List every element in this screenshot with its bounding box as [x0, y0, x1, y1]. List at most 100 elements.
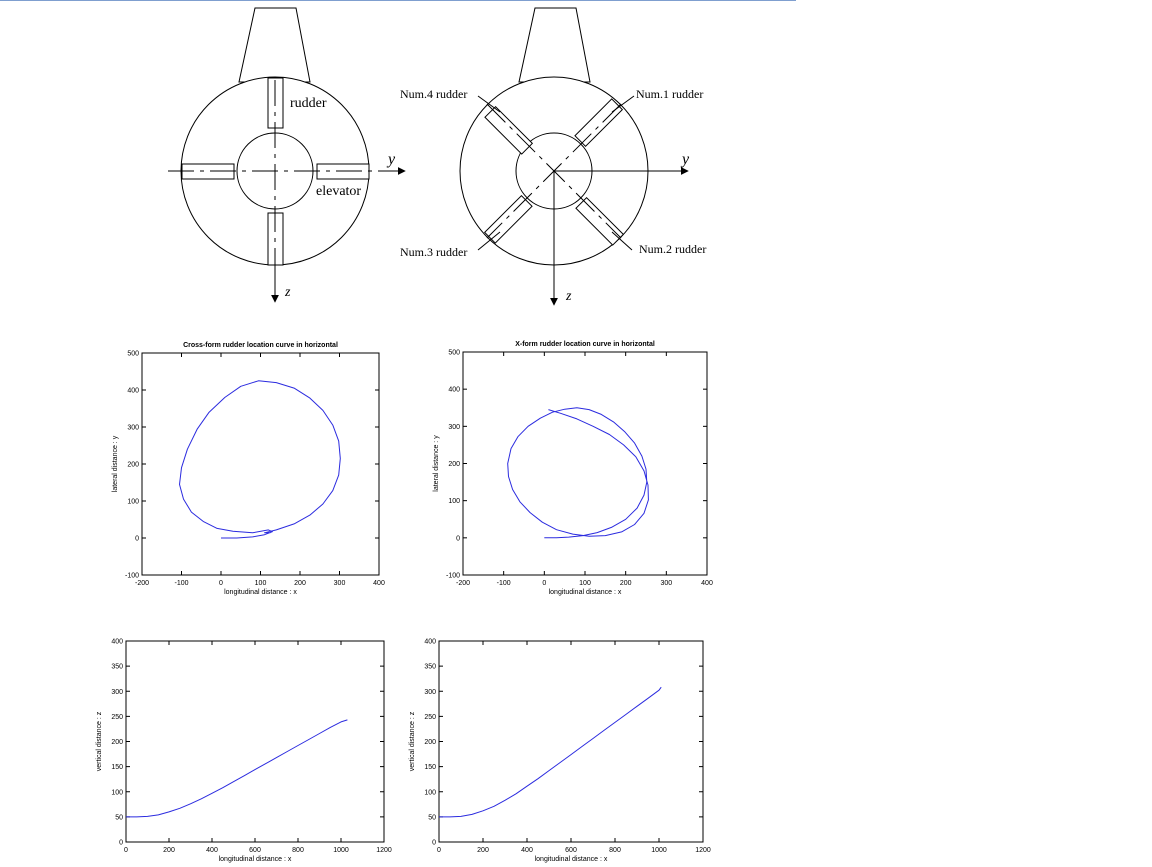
xform-rudder-num4 — [484, 105, 534, 155]
y-tick-label: 400 — [448, 387, 460, 394]
plot-frame — [141, 352, 380, 576]
x-tick-label: 400 — [521, 847, 533, 854]
xform-horizontal-chart: -200 -100 0 100 200 300 400-100010020030040050… — [433, 341, 713, 596]
x-tick-label: 300 — [660, 580, 672, 587]
y-tick-label: 100 — [127, 499, 139, 506]
y-tick-label: -100 — [446, 573, 460, 580]
x-tick-label: 1000 — [651, 847, 667, 854]
xform-rudder-num3 — [483, 194, 533, 244]
xform-rudder-num2 — [575, 196, 625, 246]
cross-rudder-diagram — [168, 7, 406, 303]
x-tick-label: 400 — [373, 580, 385, 587]
xform-rudder-num1 — [574, 98, 624, 148]
y-tick-label: -100 — [125, 573, 139, 580]
x-tick-label: 800 — [292, 847, 304, 854]
y-tick-label: 500 — [127, 351, 139, 358]
y-tick-label: 100 — [448, 498, 460, 505]
y-tick-label: 350 — [111, 664, 123, 671]
x-tick-label: -100 — [497, 580, 511, 587]
rudder-label: rudder — [290, 96, 327, 111]
x-tick-label: -200 — [135, 580, 149, 587]
xform-fin-top — [518, 7, 591, 83]
plot-frame — [462, 351, 708, 576]
y-tick-label: 0 — [135, 536, 139, 543]
y-tick-label: 0 — [432, 840, 436, 847]
x-tick-label: 200 — [620, 580, 632, 587]
xform-y-axis-label: y — [680, 151, 690, 168]
series-line-0 — [439, 686, 662, 818]
xform-rudder-diagram — [459, 7, 689, 306]
x-tick-label: 300 — [334, 580, 346, 587]
x-tick-label: -100 — [174, 580, 188, 587]
y-tick-label: 500 — [448, 350, 460, 357]
y-tick-label: 400 — [127, 388, 139, 395]
chart-title: Cross-form rudder location curve in hori… — [183, 342, 338, 349]
x-tick-label: 1200 — [695, 847, 711, 854]
x-axis-label: longitudinal distance : x — [549, 589, 622, 596]
plot-frame — [125, 640, 385, 843]
elevator-label: elevator — [316, 184, 361, 199]
num3-rudder-label: Num.3 rudder — [400, 245, 467, 259]
y-tick-label: 400 — [111, 639, 123, 646]
y-tick-label: 50 — [115, 814, 123, 821]
y-tick-label: 150 — [111, 764, 123, 771]
x-tick-label: 0 — [124, 847, 128, 854]
y-tick-label: 0 — [456, 535, 460, 542]
cross-fin-top — [238, 7, 311, 83]
num4-leader — [477, 95, 501, 113]
x-tick-label: 200 — [294, 580, 306, 587]
y-tick-label: 300 — [127, 425, 139, 432]
y-tick-label: 300 — [448, 424, 460, 431]
num4-rudder-label: Num.4 rudder — [400, 87, 467, 101]
y-tick-label: 300 — [424, 689, 436, 696]
xform-vertical-chart: 0 200 400 600 800 1000 1200 0 50 100 150 200 250 300 3… — [409, 639, 711, 864]
cross-horizontal-chart: -200 -100 0 100 200 300 400-100010020030040050… — [112, 342, 385, 596]
y-axis-label: lateral distance : y — [112, 435, 119, 492]
series-line-0 — [179, 380, 341, 539]
top-divider-line — [0, 0, 796, 1]
x-axis-label: longitudinal distance : x — [535, 856, 608, 863]
x-tick-label: 200 — [477, 847, 489, 854]
x-tick-label: 400 — [206, 847, 218, 854]
x-tick-label: 800 — [609, 847, 621, 854]
xform-z-axis-label: z — [565, 289, 572, 304]
y-tick-label: 100 — [111, 789, 123, 796]
y-tick-label: 50 — [428, 814, 436, 821]
y-axis-label: vertical distance : z — [96, 711, 103, 771]
x-tick-label: 400 — [701, 580, 713, 587]
x-tick-label: 0 — [542, 580, 546, 587]
y-tick-label: 250 — [111, 714, 123, 721]
x-tick-label: 100 — [579, 580, 591, 587]
y-tick-label: 200 — [424, 739, 436, 746]
y-tick-label: 150 — [424, 764, 436, 771]
x-tick-label: 600 — [565, 847, 577, 854]
cross-z-axis-label: z — [284, 285, 291, 300]
y-tick-label: 350 — [424, 664, 436, 671]
series-line-0 — [126, 719, 348, 818]
y-tick-label: 250 — [424, 714, 436, 721]
plot-frame — [438, 640, 704, 843]
y-axis-label: vertical distance : z — [409, 711, 416, 771]
y-tick-label: 300 — [111, 689, 123, 696]
x-tick-label: 1000 — [333, 847, 349, 854]
num2-rudder-label: Num.2 rudder — [639, 242, 706, 256]
x-tick-label: -200 — [456, 580, 470, 587]
x-axis-label: longitudinal distance : x — [219, 856, 292, 863]
num2-leader — [611, 231, 633, 251]
chart-title: X-form rudder location curve in horizont… — [515, 341, 655, 348]
y-axis-label: lateral distance : y — [433, 435, 440, 492]
x-axis-label: longitudinal distance : x — [224, 589, 297, 596]
y-tick-label: 200 — [111, 739, 123, 746]
series-line-0 — [507, 407, 649, 539]
x-tick-label: 1200 — [376, 847, 392, 854]
x-tick-label: 0 — [219, 580, 223, 587]
y-tick-label: 200 — [127, 462, 139, 469]
x-tick-label: 600 — [249, 847, 261, 854]
y-tick-label: 400 — [424, 639, 436, 646]
num3-leader — [477, 231, 501, 251]
cross-y-axis-label: y — [386, 151, 396, 168]
x-tick-label: 100 — [255, 580, 267, 587]
cross-vertical-chart: 0 200 400 600 800 1000 1200 0 50 100 150 200 250 300 3… — [96, 639, 392, 864]
y-tick-label: 200 — [448, 461, 460, 468]
